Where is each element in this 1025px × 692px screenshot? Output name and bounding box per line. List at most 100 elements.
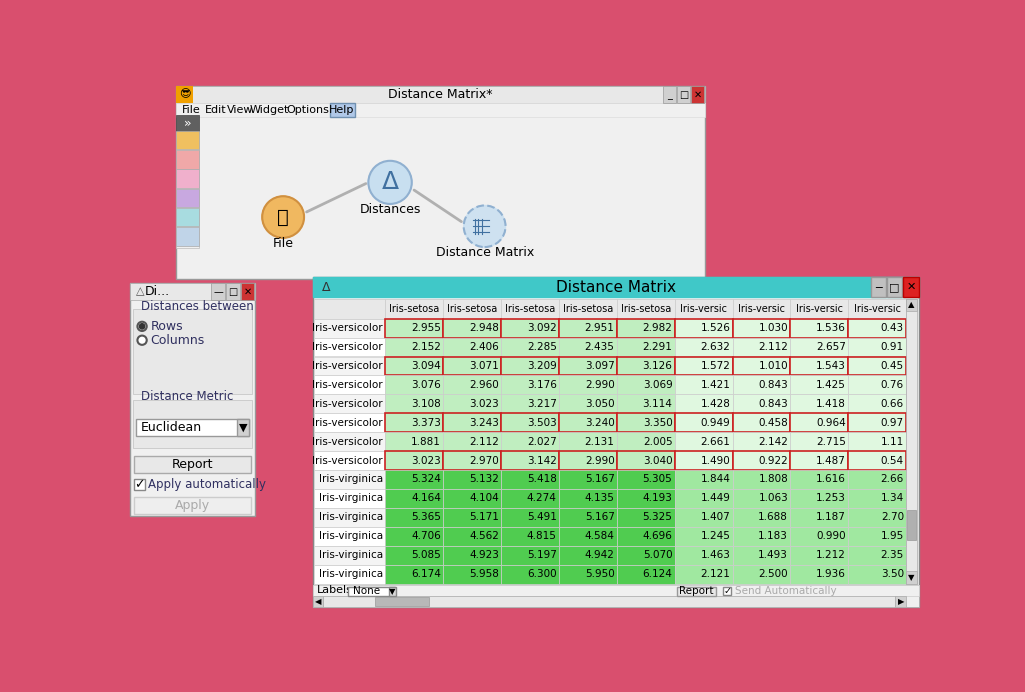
Bar [443,489,501,508]
Bar [849,413,906,432]
Text: 1.425: 1.425 [816,380,846,390]
Bar [790,489,849,508]
Bar [330,103,356,117]
Text: 1.95: 1.95 [880,531,904,541]
Bar [176,227,200,246]
Text: 5.305: 5.305 [643,475,672,484]
Bar [313,277,918,607]
Text: 3.108: 3.108 [411,399,441,409]
Bar [724,588,731,595]
Bar [443,432,501,451]
Bar [501,432,559,451]
Text: _: _ [667,89,672,100]
Bar [559,508,617,527]
Text: 3.023: 3.023 [469,399,499,409]
Text: 2.35: 2.35 [880,550,904,560]
Bar [617,394,674,413]
Bar [130,283,255,516]
Bar [559,376,617,394]
Bar [385,527,443,546]
Text: 5.418: 5.418 [527,475,557,484]
Circle shape [368,161,412,204]
Bar [674,527,733,546]
Bar [176,131,200,149]
Text: 3.209: 3.209 [527,361,557,371]
Bar [790,565,849,583]
Text: 1.490: 1.490 [700,455,730,466]
Text: Options: Options [287,105,329,115]
Text: 3.240: 3.240 [585,418,615,428]
Bar [559,527,617,546]
Text: 3.373: 3.373 [411,418,441,428]
Bar [134,498,250,514]
Text: Di...: Di... [146,285,170,298]
Text: 3.069: 3.069 [643,380,672,390]
Text: 5.070: 5.070 [643,550,672,560]
Bar [733,508,790,527]
Bar [617,376,674,394]
Text: 4.942: 4.942 [584,550,615,560]
Bar [733,527,790,546]
Bar [385,451,443,470]
Bar [674,508,733,527]
Bar [241,283,254,300]
Text: 0.66: 0.66 [880,399,904,409]
Bar [617,527,674,546]
Bar [849,527,906,546]
Text: Iris-versicolor: Iris-versicolor [313,437,383,446]
Bar [676,587,715,596]
Text: 1.808: 1.808 [758,475,788,484]
Bar [559,356,617,376]
Text: ✕: ✕ [693,89,701,100]
Text: △: △ [136,286,145,297]
Text: ▼: ▼ [239,422,247,432]
Bar [674,470,733,489]
Text: —: — [213,286,222,297]
Text: ▲: ▲ [908,300,915,309]
Circle shape [262,197,304,238]
Text: 0.964: 0.964 [816,418,846,428]
Text: Iris-versicolor: Iris-versicolor [313,399,383,409]
Bar [501,451,559,470]
Bar [385,413,443,432]
Text: 5.197: 5.197 [527,550,557,560]
Bar [314,356,385,376]
Text: 5.950: 5.950 [585,569,615,579]
Text: 1.421: 1.421 [700,380,730,390]
Bar [501,299,559,318]
Text: □: □ [679,89,688,100]
Text: 2.948: 2.948 [469,323,499,333]
Text: Iris-setosa: Iris-setosa [447,304,497,313]
Bar [674,451,733,470]
Bar [907,509,916,540]
Text: 0.990: 0.990 [816,531,846,541]
Text: 2.990: 2.990 [585,380,615,390]
Text: 0.843: 0.843 [758,399,788,409]
Bar [849,489,906,508]
Text: 4.706: 4.706 [411,531,441,541]
Text: Iris-setosa: Iris-setosa [390,304,440,313]
Text: »: » [184,116,192,129]
Text: ✕: ✕ [243,286,251,297]
Text: 0.458: 0.458 [758,418,788,428]
Text: Distance Matrix: Distance Matrix [436,246,534,259]
Bar [443,451,501,470]
Text: 2.435: 2.435 [584,342,615,352]
Bar [176,86,705,103]
Text: 😎: 😎 [179,89,191,100]
Text: Iris-virginica: Iris-virginica [319,512,383,522]
Bar [385,356,443,376]
Text: 2.657: 2.657 [816,342,846,352]
Text: 2.990: 2.990 [585,455,615,466]
Text: 5.132: 5.132 [469,475,499,484]
Text: 4.164: 4.164 [411,493,441,503]
Bar [501,338,559,356]
Bar [790,451,849,470]
Bar [559,432,617,451]
Bar [443,356,501,376]
Bar [385,299,443,318]
Text: 1.245: 1.245 [700,531,730,541]
Bar [443,565,501,583]
Text: 0.76: 0.76 [880,380,904,390]
Text: 3.092: 3.092 [527,323,557,333]
